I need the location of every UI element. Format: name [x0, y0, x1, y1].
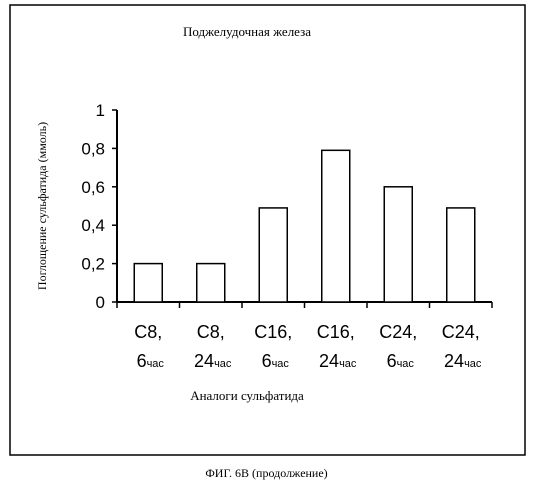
bar-chart: Поджелудочная железа Аналоги сульфатида …: [0, 0, 533, 460]
y-tick-label: 0: [96, 293, 105, 312]
bar: [322, 150, 350, 302]
bar: [259, 208, 287, 302]
bar: [134, 264, 162, 302]
x-tick-label: C8,: [197, 322, 225, 342]
x-tick-label: 24час: [444, 351, 482, 371]
y-tick-label: 0,4: [81, 216, 105, 235]
figure-caption: ФИГ. 6В (продолжение): [0, 466, 533, 481]
bar: [447, 208, 475, 302]
x-tick-label: C16,: [317, 322, 355, 342]
x-tick-label: C8,: [134, 322, 162, 342]
y-axis-label: Поглощение сульфатида (ммоль): [35, 122, 49, 290]
y-tick-label: 1: [96, 101, 105, 120]
x-tick-label: 24час: [319, 351, 357, 371]
y-tick-label: 0,2: [81, 255, 105, 274]
chart-title: Поджелудочная железа: [183, 24, 311, 39]
x-tick-label: 6час: [262, 351, 290, 371]
x-tick-label: C24,: [379, 322, 417, 342]
x-tick-label: 6час: [387, 351, 415, 371]
x-tick-label: C16,: [254, 322, 292, 342]
x-tick-label: 24час: [194, 351, 232, 371]
x-tick-label: C24,: [442, 322, 480, 342]
bar: [384, 187, 412, 302]
y-tick-label: 0,6: [81, 178, 105, 197]
plot-area: 0 0,2 0,4 0,6 0,8 1 C8, 6час C8, 24час C16, 6час C16…: [81, 101, 492, 371]
y-tick-label: 0,8: [81, 139, 105, 158]
bar: [197, 264, 225, 302]
x-tick-label: 6час: [137, 351, 165, 371]
x-axis-label: Аналоги сульфатида: [190, 388, 304, 403]
